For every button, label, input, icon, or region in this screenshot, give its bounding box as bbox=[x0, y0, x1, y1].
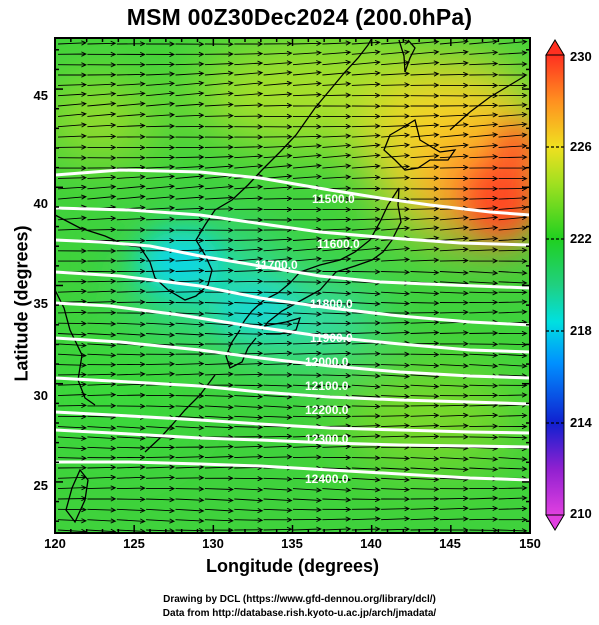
contour-line bbox=[55, 238, 530, 290]
colorbar-tick-label: 226 bbox=[570, 139, 592, 154]
colorbar bbox=[545, 39, 565, 531]
contour-line bbox=[55, 460, 530, 482]
colorbar-tick-label: 218 bbox=[570, 323, 592, 338]
contour-label: 12200.0 bbox=[305, 403, 349, 417]
x-tick-label: 140 bbox=[360, 536, 382, 551]
x-tick-label: 145 bbox=[439, 536, 461, 551]
contour-line bbox=[55, 428, 530, 449]
contour-label: 12000.0 bbox=[305, 355, 349, 369]
contour-label: 12300.0 bbox=[305, 432, 349, 446]
contour-labels: 11500.0 11600.0 11700.0 11800.0 11900.0 … bbox=[255, 192, 360, 486]
contour-line bbox=[55, 376, 530, 406]
coastline-kuril-islands bbox=[449, 75, 526, 131]
height-contours bbox=[55, 168, 530, 482]
colorbar-tick-label: 222 bbox=[570, 231, 592, 246]
map-title: MSM 00Z30Dec2024 (200.0hPa) bbox=[126, 4, 473, 30]
y-tick-label: 25 bbox=[33, 478, 48, 493]
plot-frame bbox=[54, 37, 531, 534]
x-tick-label: 120 bbox=[44, 536, 66, 551]
credit-data: Data from http://database.rish.kyoto-u.a… bbox=[162, 608, 437, 619]
y-tick-label: 30 bbox=[33, 388, 48, 403]
contour-label: 11500.0 bbox=[312, 192, 355, 206]
coastline-japan-honshu bbox=[239, 187, 402, 331]
contour-label: 12100.0 bbox=[305, 379, 349, 393]
contour-line bbox=[55, 168, 530, 217]
contour-line bbox=[55, 410, 530, 435]
colorbar-tick-label: 230 bbox=[570, 49, 592, 64]
colorbar-tick-label: 214 bbox=[570, 415, 592, 430]
contour-label: 12400.0 bbox=[305, 472, 349, 486]
colorbar-max-arrow bbox=[545, 39, 565, 56]
colorbar-min-arrow bbox=[545, 514, 565, 531]
y-tick-label: 45 bbox=[33, 88, 48, 103]
credit-drawing: Drawing by DCL (https://www.gfd-dennou.o… bbox=[163, 594, 436, 605]
x-tick-label: 130 bbox=[202, 536, 224, 551]
map-area: 11500.0 11600.0 11700.0 11800.0 11900.0 … bbox=[55, 38, 530, 533]
coastline-hokkaido bbox=[383, 118, 457, 171]
contour-label: 11600.0 bbox=[317, 237, 360, 251]
contour-line bbox=[55, 270, 530, 327]
colorbar-scale bbox=[545, 54, 565, 516]
y-tick-label: 35 bbox=[33, 296, 48, 311]
contour-label: 11800.0 bbox=[310, 297, 353, 311]
x-tick-label: 135 bbox=[281, 536, 303, 551]
coastline-china-south bbox=[55, 289, 96, 406]
contour-line bbox=[55, 336, 530, 380]
contour-label: 11900.0 bbox=[310, 331, 353, 345]
y-axis-label: Latitude (degrees) bbox=[11, 225, 32, 382]
contour-label: 11700.0 bbox=[255, 258, 298, 272]
contour-line bbox=[55, 206, 530, 247]
coastline-sakhalin bbox=[398, 39, 416, 73]
colorbar-tick-label: 210 bbox=[570, 506, 592, 521]
x-tick-label: 125 bbox=[123, 536, 145, 551]
contour-line bbox=[55, 301, 530, 354]
y-tick-label: 40 bbox=[33, 196, 48, 211]
x-axis-label: Longitude (degrees) bbox=[205, 556, 379, 576]
x-tick-label: 150 bbox=[519, 536, 541, 551]
